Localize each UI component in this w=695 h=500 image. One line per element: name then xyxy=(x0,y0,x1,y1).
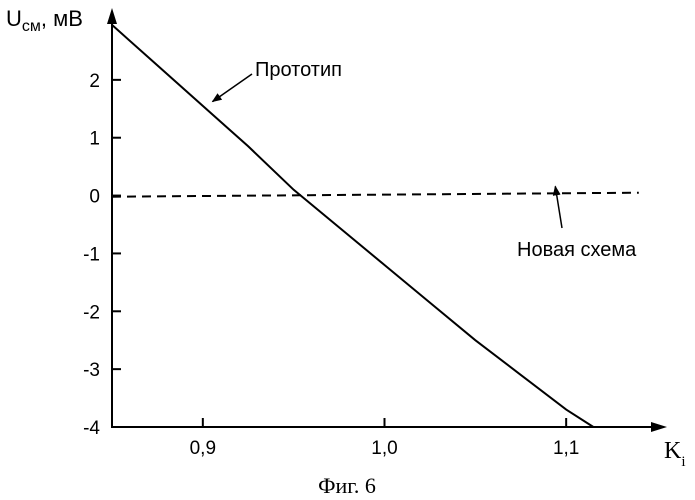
y-tick-label: 0 xyxy=(89,187,100,208)
annotation-label-new-scheme: Новая схема xyxy=(517,239,637,261)
y-tick-label: -4 xyxy=(83,418,100,439)
annotation-label-prototype: Прототип xyxy=(255,59,342,81)
x-axis-title-sub: i xyxy=(681,454,685,470)
annotations-group: Прототип Новая схема xyxy=(213,59,638,261)
figure-caption: Фиг. 6 xyxy=(318,473,376,498)
ticks-group: 2 1 0 -1 -2 -3 -4 0,9 1,0 1,1 xyxy=(83,71,579,459)
y-tick-label: 2 xyxy=(89,71,100,92)
annotation-arrow-prototype xyxy=(213,74,253,102)
x-tick-label: 0,9 xyxy=(190,438,216,459)
series-group xyxy=(112,25,639,427)
y-axis-title-unit: , мВ xyxy=(41,6,83,31)
x-tick-label: 1,0 xyxy=(371,438,397,459)
y-axis-title: Uсм, мВ xyxy=(6,6,83,35)
x-axis-title-main: K xyxy=(664,438,682,464)
x-axis-title: Ki xyxy=(664,438,686,470)
series-line-new-scheme xyxy=(112,193,639,197)
y-axis-title-sub: см xyxy=(22,18,41,35)
y-tick-label: -1 xyxy=(83,244,100,265)
y-tick-label: -3 xyxy=(83,360,100,381)
y-tick-label: 1 xyxy=(89,129,100,150)
y-axis-arrow xyxy=(107,8,117,24)
y-tick-label: -2 xyxy=(83,302,100,323)
x-axis-arrow xyxy=(651,422,667,432)
series-line-prototype xyxy=(112,25,593,427)
y-axis-title-main: U xyxy=(6,6,22,31)
x-tick-label: 1,1 xyxy=(553,438,579,459)
annotation-arrow-new-scheme xyxy=(555,186,562,228)
